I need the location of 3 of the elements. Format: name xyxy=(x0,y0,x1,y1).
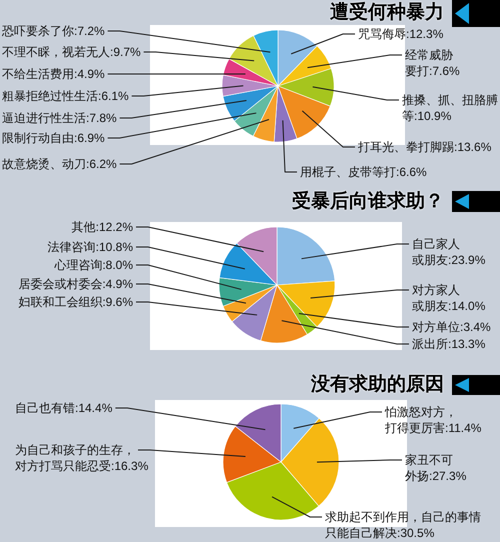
chart-title: 没有求助的原因 xyxy=(311,374,444,396)
chart-title: 受暴后向谁求助？ xyxy=(292,191,444,213)
chart-title: 遭受何种暴力 xyxy=(330,2,444,24)
